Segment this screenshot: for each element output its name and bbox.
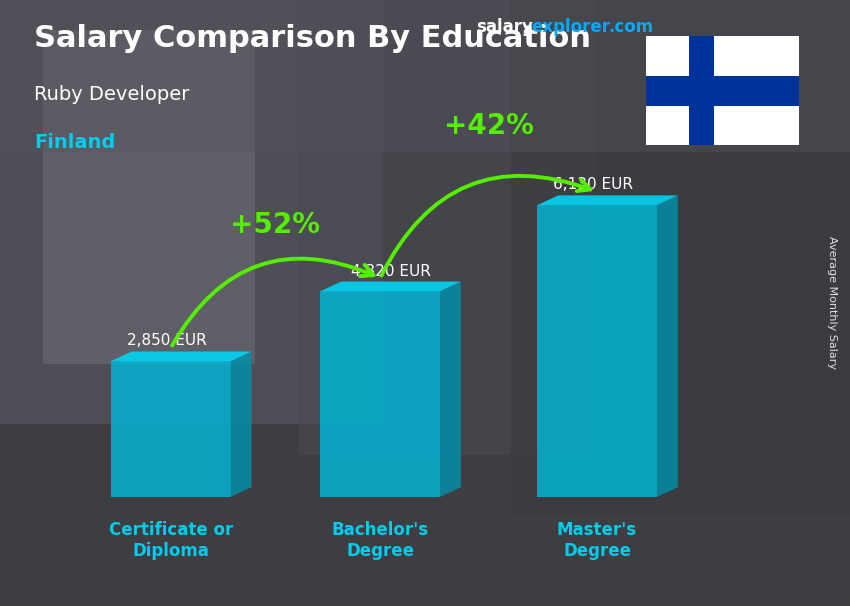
Polygon shape bbox=[110, 361, 230, 497]
Polygon shape bbox=[657, 195, 677, 497]
Bar bbox=[0, 0, 382, 424]
Text: Average Monthly Salary: Average Monthly Salary bbox=[827, 236, 837, 370]
Polygon shape bbox=[110, 351, 252, 361]
Text: +42%: +42% bbox=[444, 112, 534, 139]
Text: 2,850 EUR: 2,850 EUR bbox=[127, 333, 207, 348]
Text: 4,320 EUR: 4,320 EUR bbox=[351, 264, 431, 279]
Bar bbox=[298, 0, 595, 454]
Text: +52%: +52% bbox=[230, 211, 320, 239]
Bar bbox=[510, 0, 850, 515]
Text: 6,130 EUR: 6,130 EUR bbox=[553, 177, 633, 192]
Text: salary: salary bbox=[476, 18, 533, 36]
Text: Certificate or
Diploma: Certificate or Diploma bbox=[109, 521, 233, 560]
Polygon shape bbox=[440, 282, 461, 497]
Text: Salary Comparison By Education: Salary Comparison By Education bbox=[34, 24, 591, 53]
Bar bbox=[0, 0, 850, 152]
Text: Master's
Degree: Master's Degree bbox=[557, 521, 638, 560]
Polygon shape bbox=[320, 282, 461, 291]
Polygon shape bbox=[537, 205, 657, 497]
Text: explorer: explorer bbox=[531, 18, 610, 36]
Polygon shape bbox=[320, 291, 440, 497]
Bar bbox=[42, 30, 255, 364]
Polygon shape bbox=[537, 195, 677, 205]
Bar bbox=[688, 36, 714, 145]
Bar bbox=[646, 76, 799, 106]
Polygon shape bbox=[230, 351, 252, 497]
Text: Ruby Developer: Ruby Developer bbox=[34, 85, 190, 104]
Text: Finland: Finland bbox=[34, 133, 116, 152]
Text: Bachelor's
Degree: Bachelor's Degree bbox=[332, 521, 428, 560]
Text: .com: .com bbox=[608, 18, 653, 36]
